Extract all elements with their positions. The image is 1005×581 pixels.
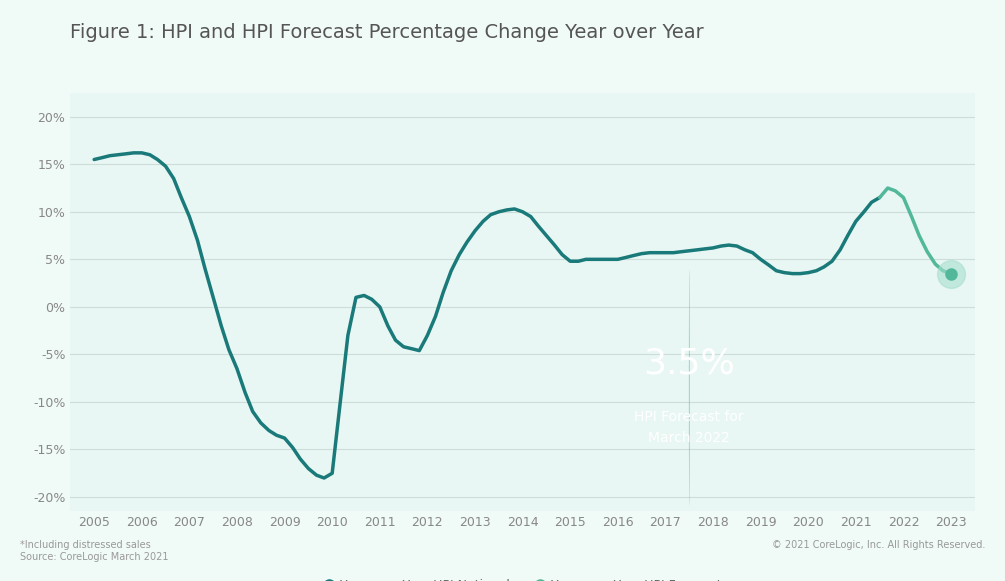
Text: 3.5%: 3.5% bbox=[643, 347, 735, 381]
Text: Figure 1: HPI and HPI Forecast Percentage Change Year over Year: Figure 1: HPI and HPI Forecast Percentag… bbox=[70, 23, 705, 42]
Legend: Year over Year HPI National, Year over Year HPI Forecast: Year over Year HPI National, Year over Y… bbox=[319, 574, 727, 581]
Text: *Including distressed sales
Source: CoreLogic March 2021: *Including distressed sales Source: Core… bbox=[20, 540, 169, 562]
Text: © 2021 CoreLogic, Inc. All Rights Reserved.: © 2021 CoreLogic, Inc. All Rights Reserv… bbox=[772, 540, 985, 550]
Text: HPI Forecast for
March 2022: HPI Forecast for March 2022 bbox=[634, 410, 744, 445]
